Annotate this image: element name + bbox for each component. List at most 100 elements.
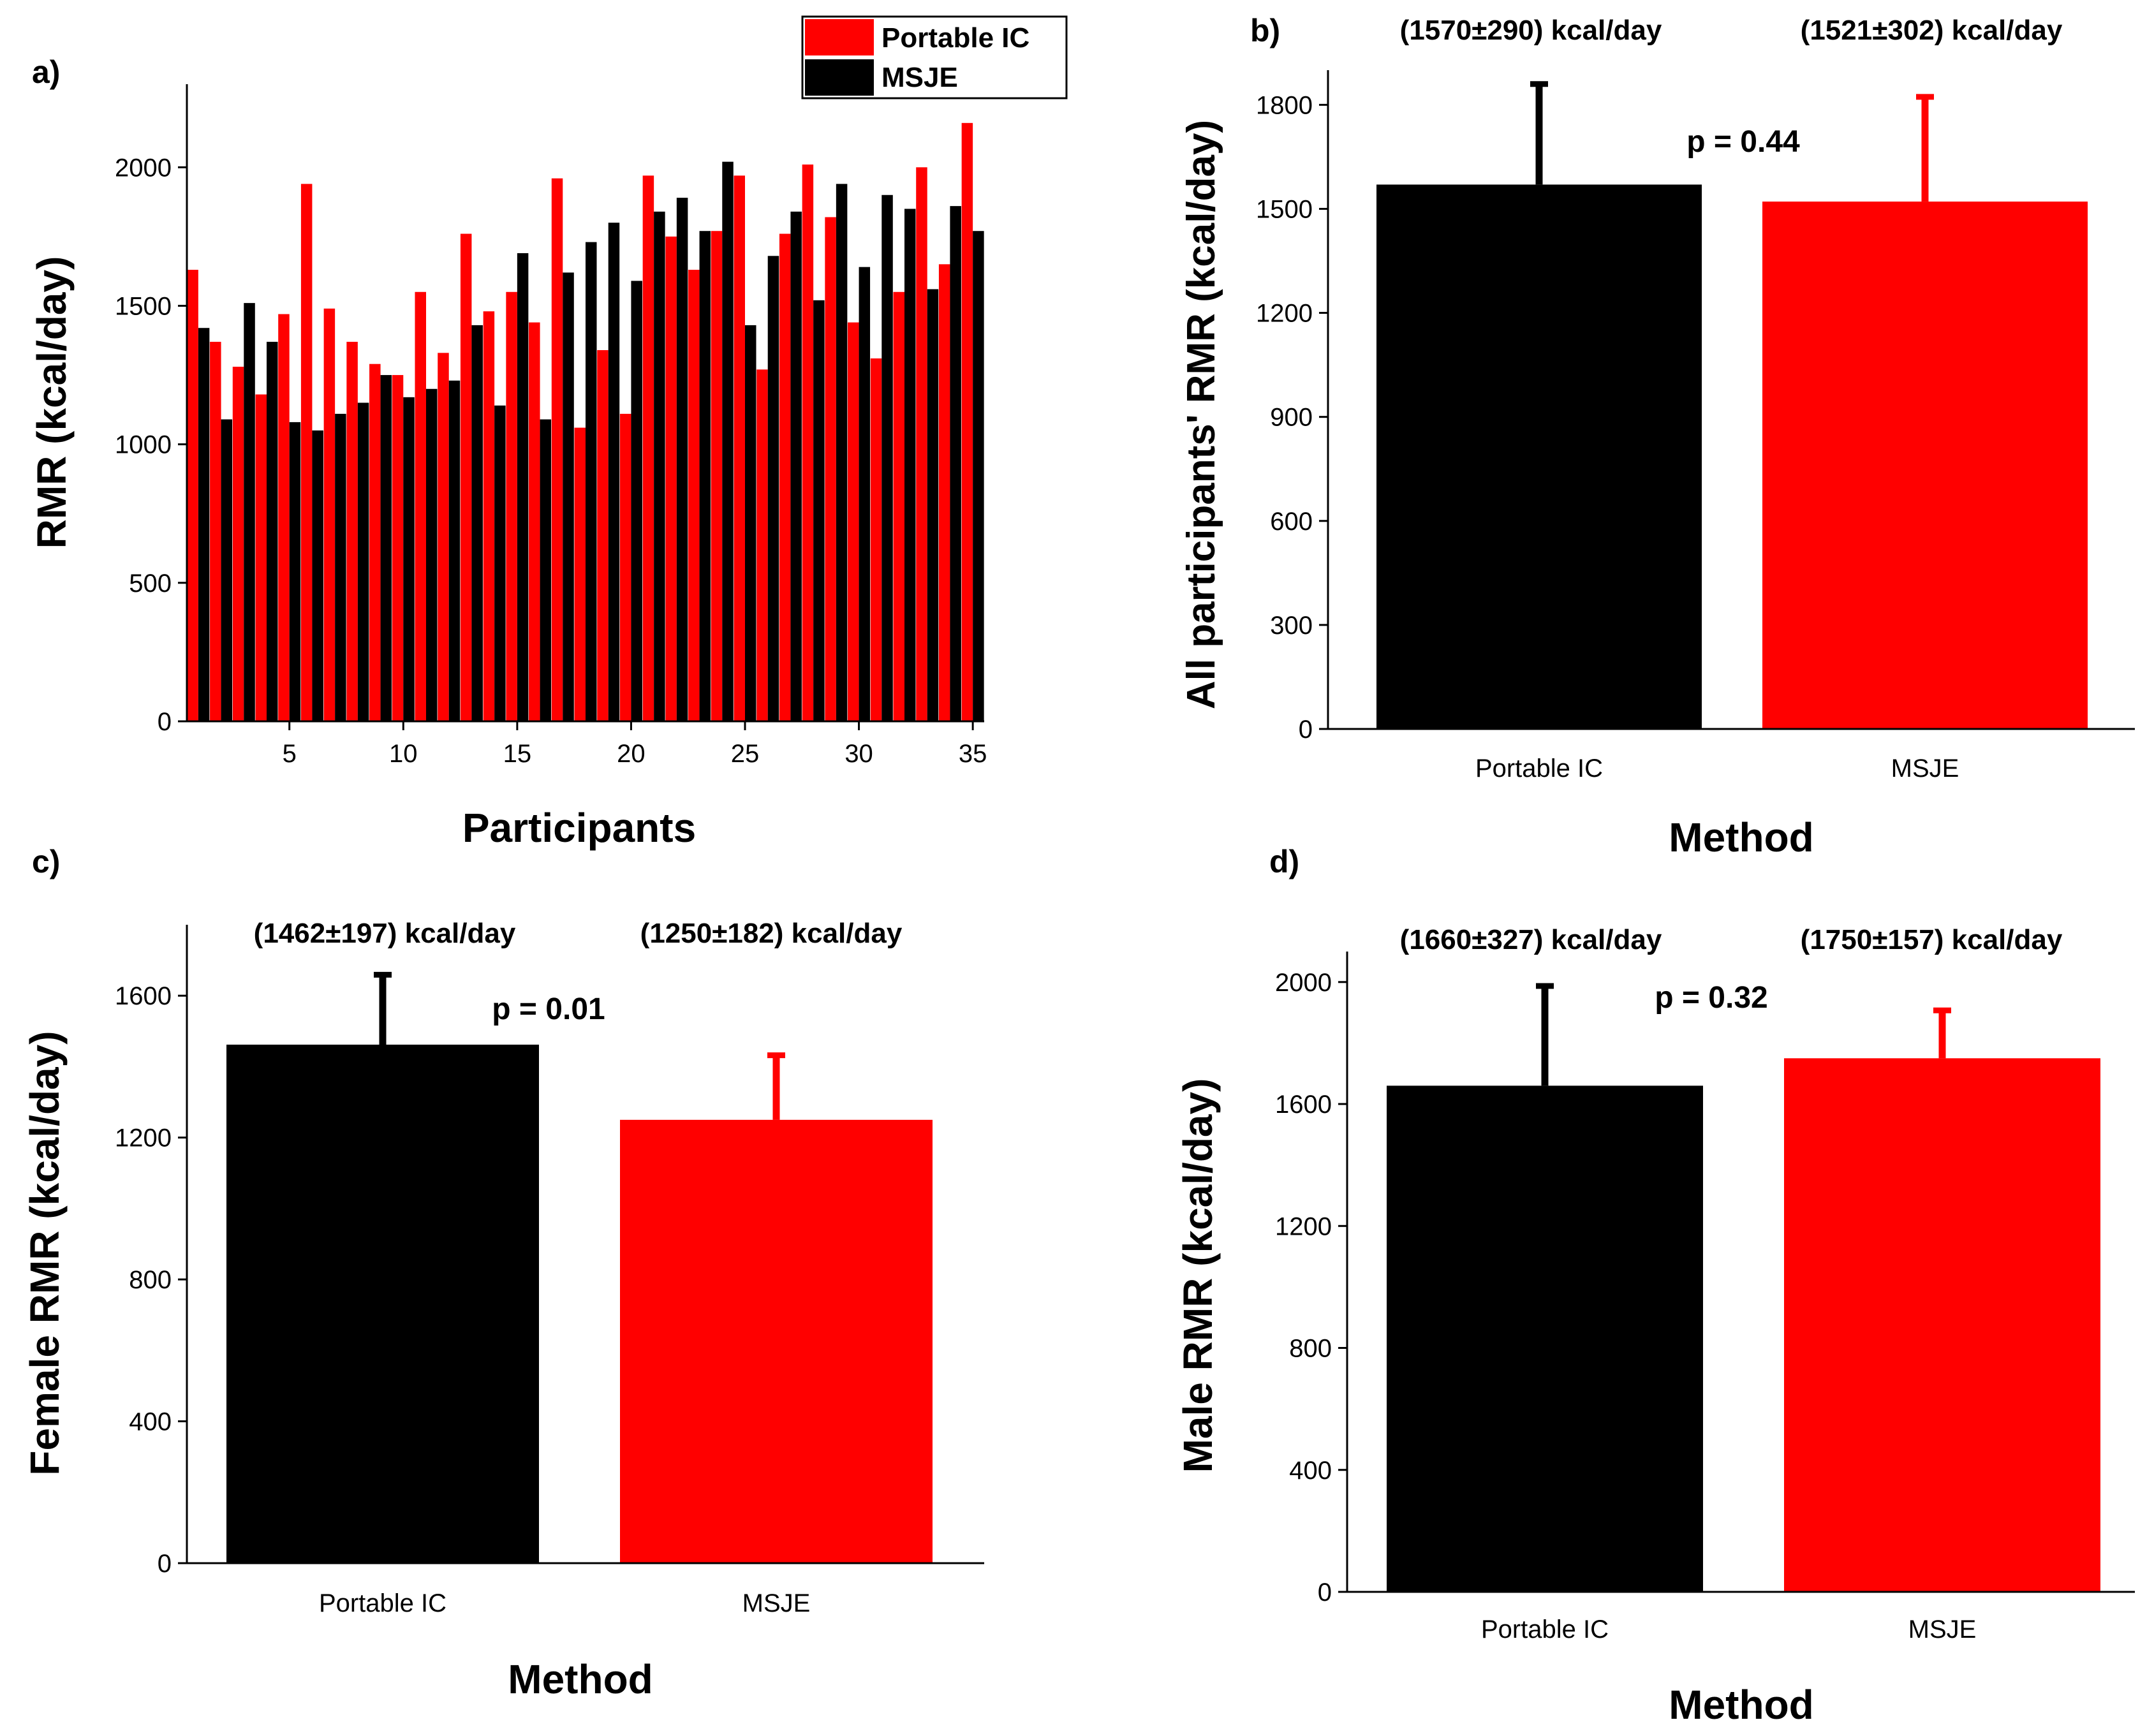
legend-swatch-msje: [805, 59, 874, 96]
y-tick-label: 1500: [115, 292, 172, 320]
bar-portable-ic: [346, 341, 358, 721]
bar-portable-ic: [1376, 184, 1702, 730]
bar-msje: [471, 325, 483, 722]
panel-d-x-axis-title: Method: [1669, 1682, 1814, 1728]
bar-msje: [790, 211, 802, 721]
panel-b-annotation-portable-ic: (1570±290) kcal/day: [1400, 15, 1662, 46]
y-tick-label: 1500: [1256, 195, 1313, 223]
bar-msje: [676, 198, 688, 721]
panel-d-label: d): [1269, 844, 1299, 879]
panel-c-female-chart: c) (1462±197) kcal/day (1250±182) kcal/d…: [22, 844, 984, 1702]
bar-msje: [494, 405, 506, 721]
panel-a-x-ticks: 5 10 15 20 25 30 35: [283, 721, 987, 768]
bar-msje: [973, 231, 984, 721]
bar-msje: [586, 242, 597, 721]
bar-portable-ic: [226, 1044, 539, 1563]
panel-b-category-portable-ic: Portable IC: [1475, 754, 1603, 783]
y-tick-label: 0: [1299, 716, 1313, 744]
bar-portable-ic: [711, 231, 723, 721]
panel-d-bars: [1387, 983, 2100, 1592]
panel-d-category-msje: MSJE: [1908, 1615, 1977, 1644]
y-tick-label: 1600: [1275, 1091, 1332, 1119]
x-tick-label: 25: [731, 740, 760, 768]
panel-d-male-chart: d) (1660±327) kcal/day (1750±157) kcal/d…: [1175, 844, 2135, 1728]
bar-portable-ic: [323, 308, 336, 721]
bar-portable-ic: [688, 270, 700, 721]
panel-b-p-value: p = 0.44: [1686, 125, 1800, 159]
bar-msje: [198, 328, 210, 721]
panel-b-all-participants-chart: b) (1570±290) kcal/day (1521±302) kcal/d…: [1179, 13, 2135, 860]
bar-portable-ic: [893, 291, 904, 721]
panel-c-x-axis-title: Method: [508, 1656, 653, 1702]
bar-msje: [722, 161, 734, 722]
bar-portable-ic: [300, 184, 313, 721]
bar-msje: [563, 272, 574, 721]
bar-msje: [380, 375, 392, 721]
bar-msje: [836, 184, 848, 721]
panel-a-x-axis-title: Participants: [462, 805, 696, 851]
bar-msje: [540, 419, 552, 721]
bar-msje: [950, 206, 961, 721]
panel-c-y-ticks: 0 400 800 1200 1600: [115, 982, 187, 1578]
panel-c-y-axis-title: Female RMR (kcal/day): [22, 1031, 68, 1475]
y-tick-label: 0: [158, 708, 172, 736]
bar-portable-ic: [369, 364, 381, 721]
bar-portable-ic: [756, 369, 768, 721]
panel-a-legend: Portable IC MSJE: [801, 15, 1068, 99]
bar-msje: [620, 1119, 933, 1563]
panel-c-annotation-portable-ic: (1462±197) kcal/day: [254, 918, 516, 949]
bar-portable-ic: [210, 341, 221, 721]
bar-portable-ic: [483, 311, 495, 721]
x-tick-label: 20: [617, 740, 645, 768]
bar-msje: [882, 195, 893, 721]
bar-msje: [608, 223, 620, 721]
bar-portable-ic: [574, 427, 586, 721]
bar-portable-ic: [392, 375, 404, 721]
y-tick-label: 1200: [115, 1124, 172, 1152]
panel-a-y-ticks: 0 500 1000 1500 2000: [115, 154, 187, 736]
bar-portable-ic: [232, 367, 244, 721]
y-tick-label: 900: [1270, 404, 1313, 432]
panel-c-category-msje: MSJE: [742, 1589, 811, 1617]
y-tick-label: 400: [1289, 1457, 1332, 1485]
panel-d-y-axis-title: Male RMR (kcal/day): [1175, 1078, 1221, 1473]
bar-portable-ic: [848, 322, 859, 721]
bar-msje: [312, 430, 323, 721]
bar-portable-ic: [619, 413, 631, 721]
bar-portable-ic: [597, 349, 609, 721]
panel-b-y-ticks: 0 300 600 900 1200 1500 1800: [1256, 91, 1328, 744]
y-tick-label: 1200: [1275, 1212, 1332, 1240]
bar-portable-ic: [506, 291, 517, 721]
panel-d-annotation-portable-ic: (1660±327) kcal/day: [1400, 924, 1662, 955]
panel-c-annotation-msje: (1250±182) kcal/day: [640, 918, 903, 949]
y-tick-label: 1800: [1256, 91, 1313, 119]
bar-msje: [1762, 202, 2088, 730]
bar-portable-ic: [938, 264, 950, 722]
panel-b-bars: [1376, 81, 2088, 730]
bar-portable-ic: [961, 122, 973, 721]
legend-label-msje: MSJE: [882, 62, 958, 93]
bar-msje: [813, 300, 825, 722]
x-tick-label: 10: [389, 740, 418, 768]
bar-portable-ic: [642, 175, 654, 721]
y-tick-label: 0: [1318, 1578, 1332, 1607]
bar-msje: [631, 281, 642, 721]
panel-d-y-ticks: 0 400 800 1200 1600 2000: [1275, 969, 1347, 1607]
panel-c-p-value: p = 0.01: [492, 992, 605, 1026]
bar-portable-ic: [870, 358, 882, 721]
y-tick-label: 600: [1270, 508, 1313, 536]
bar-portable-ic: [460, 233, 472, 721]
panel-c-category-portable-ic: Portable IC: [319, 1589, 446, 1617]
y-tick-label: 800: [1289, 1335, 1332, 1363]
bar-msje: [448, 380, 461, 721]
panel-d-annotation-msje: (1750±157) kcal/day: [1801, 924, 2063, 955]
bar-msje: [403, 397, 415, 721]
y-tick-label: 400: [129, 1408, 172, 1436]
bar-portable-ic: [825, 217, 836, 722]
panel-b-x-axis-title: Method: [1669, 814, 1814, 860]
panel-b-label: b): [1250, 13, 1280, 48]
y-tick-label: 2000: [1275, 969, 1332, 997]
bar-portable-ic: [779, 233, 791, 721]
bar-portable-ic: [187, 270, 198, 721]
